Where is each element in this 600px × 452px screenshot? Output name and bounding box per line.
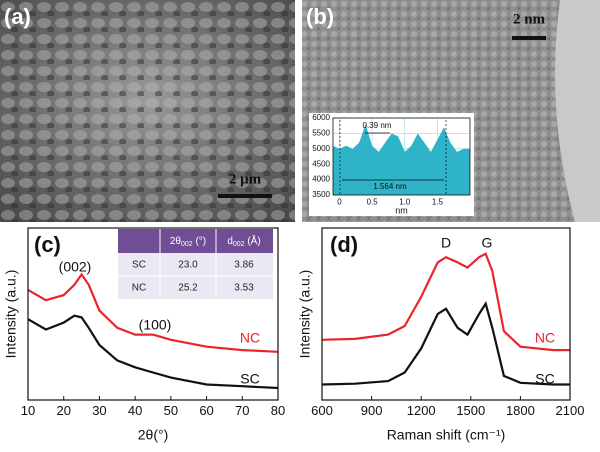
panel-label: (c) [34,232,61,257]
table-cell: 25.2 [178,283,198,294]
x-axis-label: nm [395,205,408,215]
series-label: NC [535,330,555,346]
table-cell: 3.86 [234,260,254,271]
table-header: 2θ002 (°) [170,236,206,248]
y-axis-label: Intensity (a.u.) [3,270,19,359]
annotation: 0.39 nm [363,121,392,130]
tem-edge [555,0,600,222]
scale-bar-label: 2 μm [229,171,262,187]
table-header-background [118,229,273,253]
x-tick-label: 80 [271,403,285,418]
x-tick-label: 0.5 [367,197,379,206]
x-tick-label: 1800 [506,403,535,418]
y-tick-label: 3500 [312,190,330,199]
line [321,252,570,352]
table-cell: 3.53 [234,283,254,294]
series-label: NC [240,330,260,346]
x-tick-label: 20 [56,403,70,418]
series-label: SC [535,371,554,387]
y-axis-label: Intensity (a.u.) [297,270,313,359]
x-tick-label: 30 [92,403,106,418]
x-tick-label: 2100 [556,403,585,418]
plot-frame [332,117,471,196]
y-tick-label: 5500 [312,129,330,138]
panel-label: (d) [330,232,358,257]
panel-label: (a) [4,4,31,29]
header-unit: (Å) [245,234,261,247]
x-tick-label: 50 [164,403,178,418]
x-tick-label: 1.0 [399,197,411,206]
panel-label: (b) [306,4,334,29]
annotation: G [482,235,493,251]
scale-bar-label: 2 nm [513,11,546,27]
x-tick-label: 1.5 [432,197,444,206]
line [321,301,570,386]
y-tick-label: 5000 [312,144,330,153]
area [333,124,470,195]
table-cell: SC [132,260,146,271]
plot-frame [27,227,279,401]
x-tick-label: 900 [361,403,383,418]
annotation: 1.564 nm [373,182,407,191]
table-cell: NC [132,283,146,294]
table-cell: 23.0 [178,260,198,271]
header-sub: 002 [233,241,245,248]
header-main: 2θ [170,236,182,247]
x-axis-label: Raman shift (cm⁻¹) [387,427,506,443]
y-tick-label: 4500 [312,159,330,168]
line [27,272,279,353]
series-label: SC [240,371,259,387]
annotation: (100) [139,317,172,333]
x-axis-label: 2θ(°) [138,427,169,443]
x-tick-label: 60 [199,403,213,418]
x-tick-label: 0 [337,197,342,206]
x-tick-label: 1500 [456,403,485,418]
annotation: D [441,235,451,251]
y-tick-label: 4000 [312,175,330,184]
x-tick-label: 1200 [407,403,436,418]
plot-frame [321,227,571,401]
header-sub: 002 [181,241,193,248]
x-tick-label: 40 [128,403,142,418]
table-header: d002 (Å) [227,234,260,248]
sem-texture [0,0,295,222]
x-tick-label: 10 [21,403,35,418]
annotation: (002) [59,259,92,275]
line [27,314,279,390]
y-tick-label: 6000 [312,113,330,122]
header-unit: (°) [193,236,206,247]
x-tick-label: 600 [311,403,333,418]
x-tick-label: 70 [235,403,249,418]
header-main: d [227,236,233,247]
